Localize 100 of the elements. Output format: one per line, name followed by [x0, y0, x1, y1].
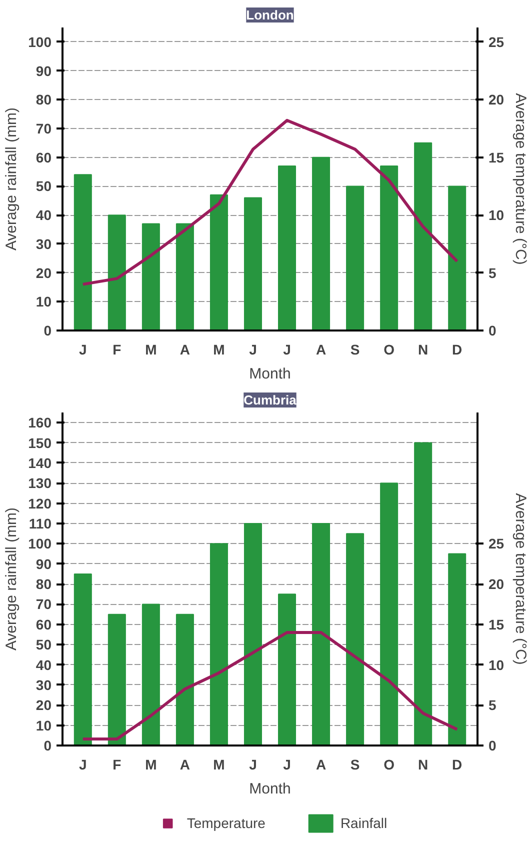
bar: [380, 166, 398, 330]
x-axis-title: Month: [249, 780, 291, 798]
bar: [346, 533, 364, 746]
y2-tick-label: 15: [488, 616, 504, 632]
y-tick-label: 100: [28, 536, 52, 552]
y-axis-title: Average rainfall (mm): [3, 107, 20, 251]
bar: [346, 186, 364, 330]
y2-axis-title: Average temperature (°C): [512, 93, 530, 265]
y-tick-label: 70: [36, 120, 52, 136]
y-axis-title: Average rainfall (mm): [3, 507, 20, 651]
chart-title: Cumbria: [244, 392, 298, 408]
x-tick-label: J: [283, 756, 291, 772]
x-tick-label: J: [249, 756, 257, 772]
y2-tick-label: 15: [488, 149, 504, 166]
y2-tick-label: 25: [488, 34, 504, 50]
x-tick-label: A: [316, 756, 326, 772]
bar: [312, 523, 330, 746]
legend-label: Rainfall: [340, 814, 388, 830]
y2-tick-label: 0: [488, 738, 496, 754]
x-tick-label: M: [145, 756, 157, 772]
y2-axis-title: Average temperature (°C): [512, 493, 530, 665]
x-tick-label: O: [384, 756, 395, 772]
y-tick-label: 110: [28, 516, 52, 532]
y-tick-label: 60: [36, 616, 52, 632]
y2-tick-label: 10: [488, 207, 504, 224]
legend-label: Temperature: [186, 814, 266, 830]
bar: [448, 186, 466, 330]
chart-title: London: [246, 8, 294, 22]
bar: [380, 482, 398, 746]
y2-tick-label: 20: [488, 92, 504, 108]
y-tick-label: 140: [28, 454, 52, 471]
y-tick-label: 60: [36, 149, 52, 166]
x-tick-label: N: [418, 342, 428, 358]
bar: [278, 166, 296, 330]
y-tick-label: 120: [28, 495, 52, 512]
bar: [210, 543, 228, 746]
y2-tick-label: 5: [488, 697, 496, 714]
x-tick-label: S: [350, 342, 360, 358]
y2-tick-label: 0: [488, 322, 496, 338]
x-tick-label: F: [112, 342, 122, 358]
bar: [414, 142, 432, 330]
y2-tick-label: 20: [488, 576, 504, 592]
bar: [448, 553, 466, 746]
line-series: [81, 118, 459, 286]
y-tick-label: 100: [28, 34, 52, 50]
y2-tick-label: 5: [488, 264, 496, 281]
y-tick-label: 50: [36, 178, 52, 194]
x-tick-label: N: [418, 756, 428, 772]
y2-tick-label: 10: [488, 656, 504, 673]
bar: [244, 523, 262, 746]
x-tick-label: A: [180, 756, 190, 772]
y-tick-label: 40: [36, 656, 52, 673]
bar: [142, 604, 160, 746]
y-tick-label: 160: [28, 414, 52, 431]
y-tick-label: 20: [36, 697, 52, 714]
x-axis-title: Month: [249, 366, 291, 382]
bar: [210, 194, 228, 330]
bar: [142, 223, 160, 330]
x-tick-label: M: [213, 342, 225, 358]
x-tick-label: J: [249, 342, 257, 358]
y-tick-label: 70: [36, 596, 52, 612]
y-tick-label: 10: [36, 717, 52, 734]
y-tick-label: 90: [36, 62, 52, 79]
y-tick-label: 50: [36, 636, 52, 653]
bar: [244, 197, 262, 330]
y-tick-label: 80: [36, 92, 52, 108]
bar: [176, 614, 194, 746]
bar: [108, 614, 126, 746]
x-tick-label: M: [213, 756, 225, 772]
x-tick-label: J: [283, 342, 291, 358]
y-tick-label: 0: [44, 322, 52, 338]
bar: [176, 223, 194, 330]
y-tick-label: 20: [36, 264, 52, 281]
x-tick-label: O: [384, 342, 395, 358]
y-tick-label: 30: [36, 676, 52, 693]
bar: [278, 594, 296, 746]
y2-tick-label: 25: [488, 536, 504, 552]
x-tick-label: F: [112, 756, 122, 772]
x-tick-label: A: [180, 342, 190, 358]
x-tick-label: M: [145, 342, 157, 358]
y-tick-label: 30: [36, 236, 52, 252]
bar: [74, 174, 92, 330]
x-tick-label: S: [350, 756, 360, 772]
y-tick-label: 150: [28, 434, 52, 451]
bar: [312, 156, 330, 330]
x-tick-label: A: [316, 342, 326, 358]
x-tick-label: D: [452, 756, 462, 772]
x-tick-label: D: [452, 342, 462, 358]
bar: [108, 214, 126, 330]
y-tick-label: 0: [44, 738, 52, 754]
y-tick-label: 80: [36, 576, 52, 592]
line-series: [81, 630, 459, 741]
x-tick-label: J: [79, 342, 87, 358]
bar: [414, 442, 432, 746]
bar: [74, 573, 92, 746]
x-tick-label: J: [79, 756, 87, 772]
y-tick-label: 90: [36, 556, 52, 572]
y-tick-label: 130: [28, 475, 52, 492]
y-tick-label: 10: [36, 294, 52, 310]
y-tick-label: 40: [36, 207, 52, 224]
